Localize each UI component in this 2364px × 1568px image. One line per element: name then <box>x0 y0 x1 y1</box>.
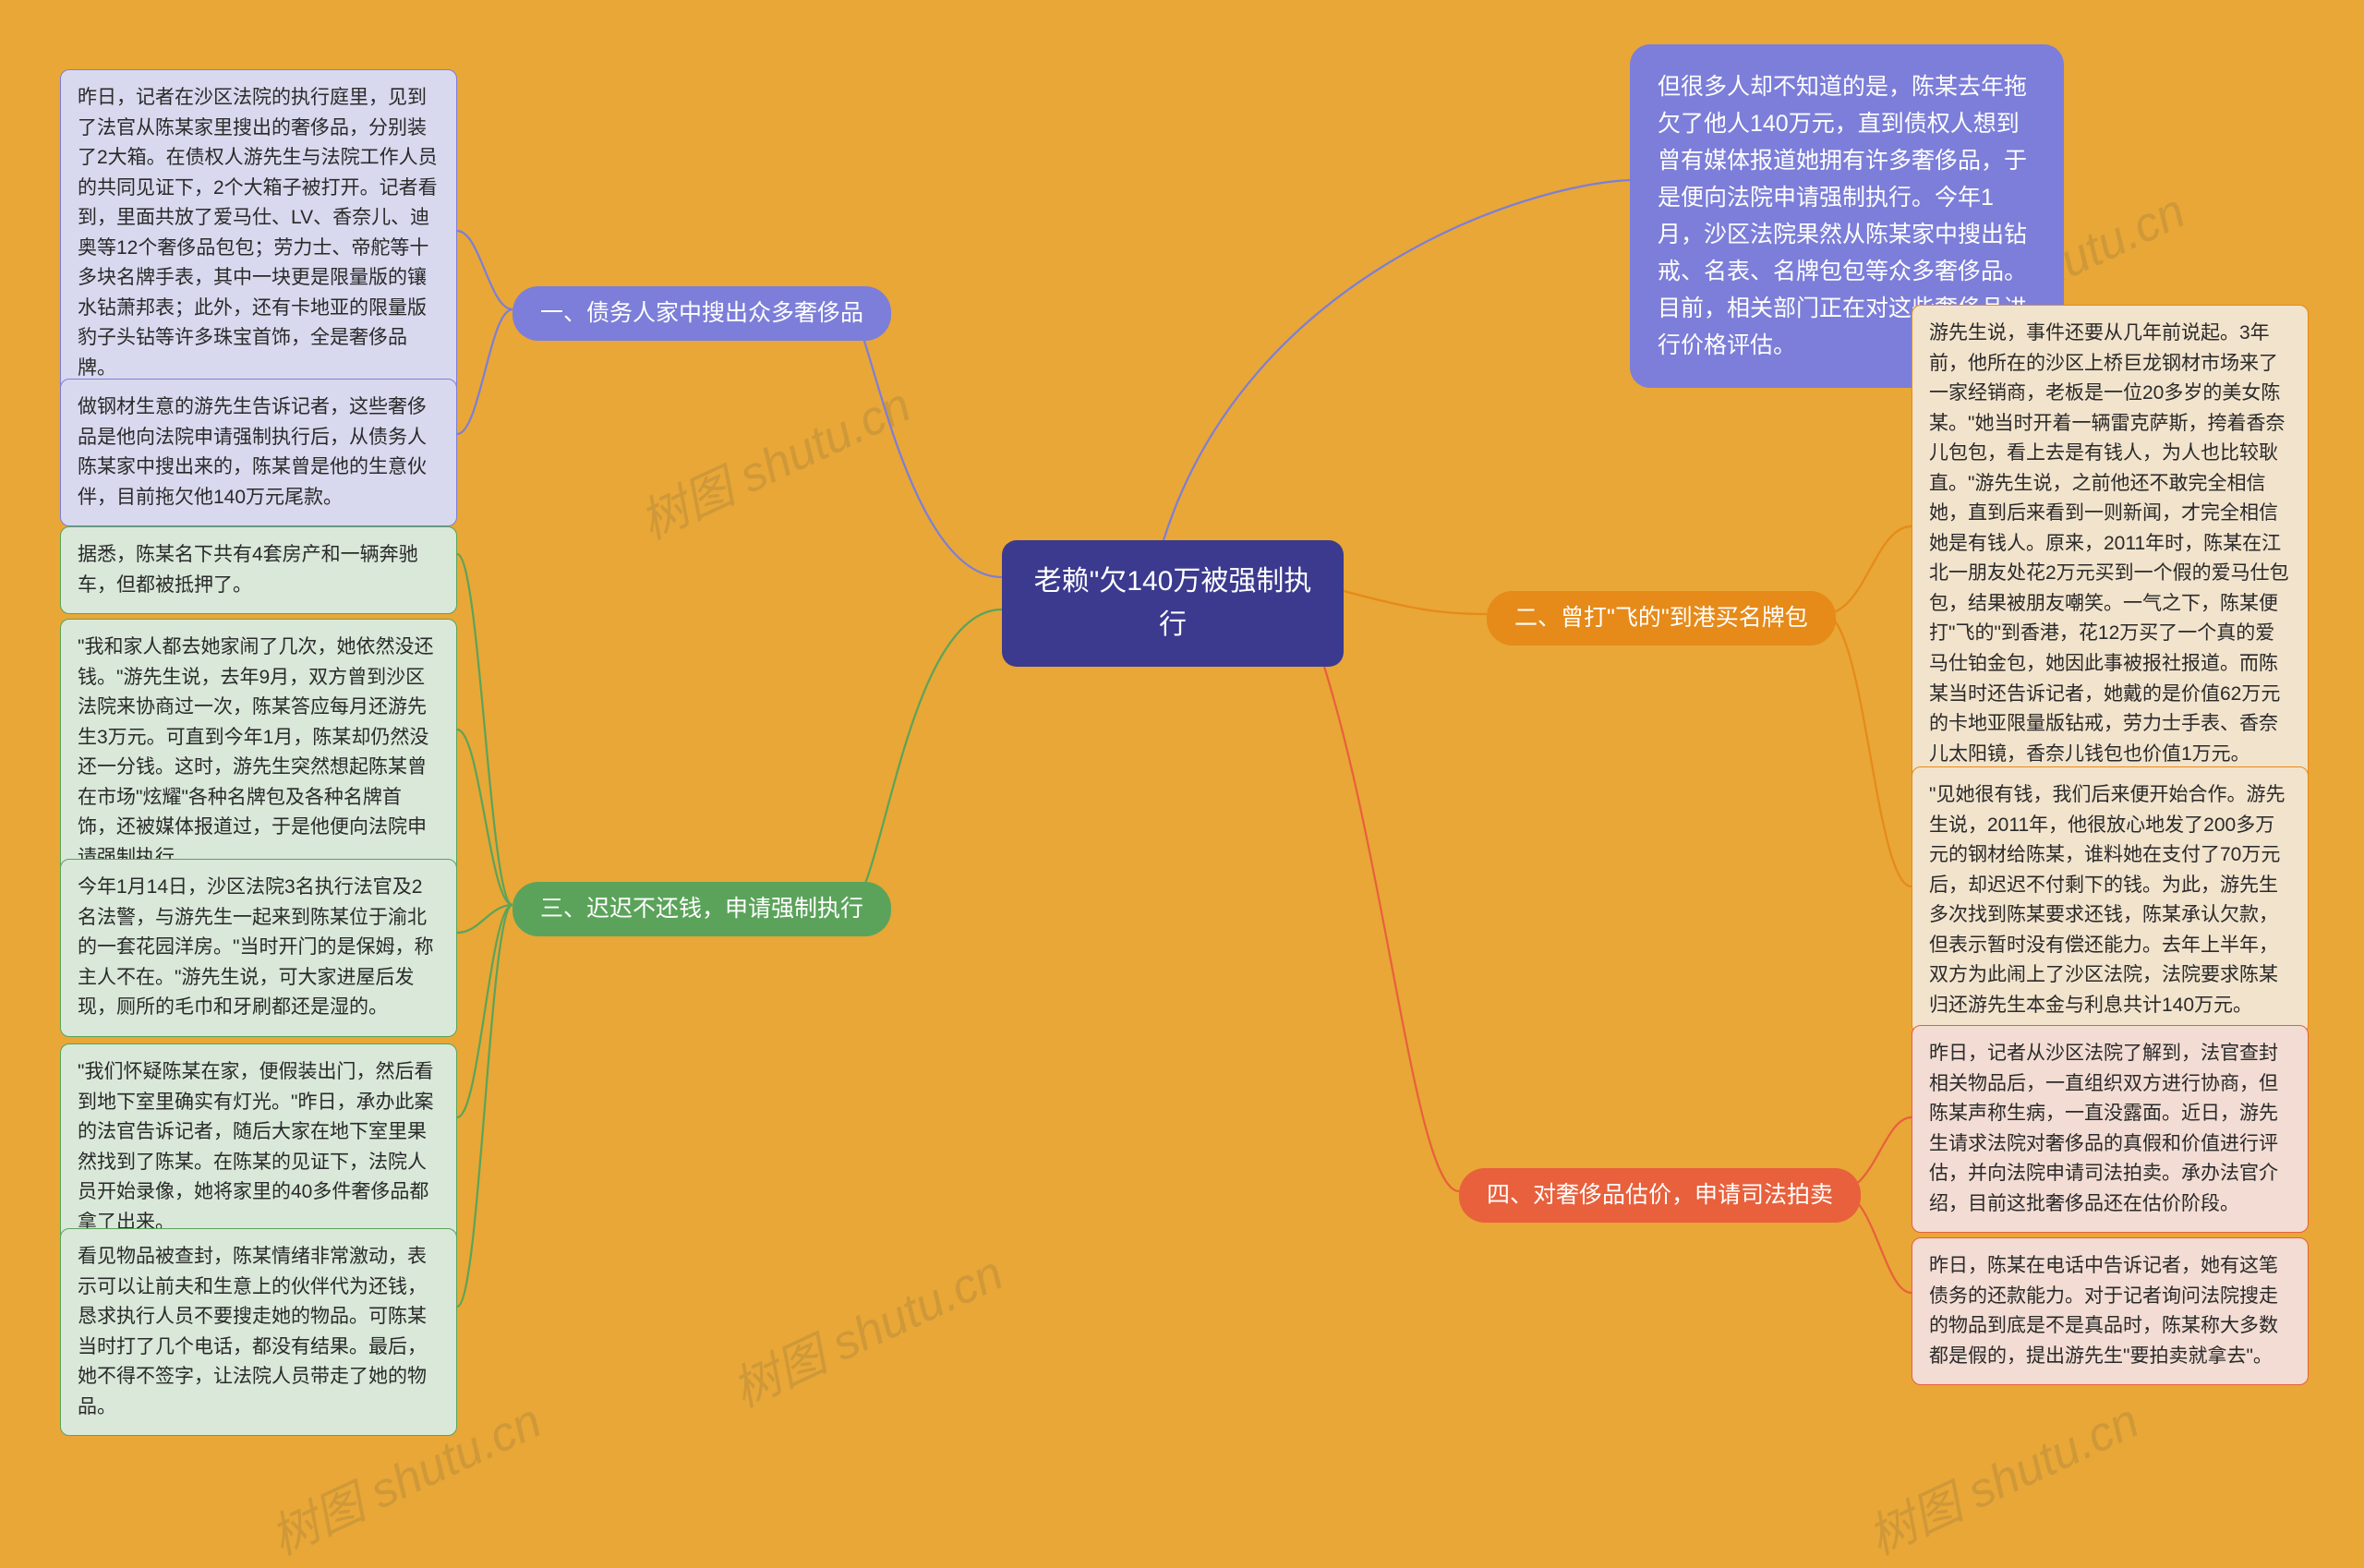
branch-1: 一、债务人家中搜出众多奢侈品 <box>513 286 891 341</box>
leaf-1-0: 昨日，记者在沙区法院的执行庭里，见到了法官从陈某家里搜出的奢侈品，分别装了2大箱… <box>60 69 457 397</box>
watermark: 树图 shutu.cn <box>1855 1382 2148 1568</box>
leaf-3-1: "我和家人都去她家闹了几次，她依然没还钱。"游先生说，去年9月，双方曾到沙区法院… <box>60 619 457 887</box>
leaf-1-1: 做钢材生意的游先生告诉记者，这些奢侈品是他向法院申请强制执行后，从债务人陈某家中… <box>60 379 457 526</box>
leaf-3-3: "我们怀疑陈某在家，便假装出门，然后看到地下室里确实有灯光。"昨日，承办此案的法… <box>60 1043 457 1251</box>
branch-3: 三、迟迟不还钱，申请强制执行 <box>513 882 891 936</box>
leaf-4-1: 昨日，陈某在电话中告诉记者，她有这笔债务的还款能力。对于记者询问法院搜走的物品到… <box>1912 1237 2309 1385</box>
watermark: 树图 shutu.cn <box>627 367 920 552</box>
leaf-2-1: "见她很有钱，我们后来便开始合作。游先生说，2011年，他很放心地发了200多万… <box>1912 766 2309 1034</box>
leaf-3-0: 据悉，陈某名下共有4套房产和一辆奔驰车，但都被抵押了。 <box>60 526 457 614</box>
central-node: 老赖"欠140万被强制执行 <box>1002 540 1344 667</box>
watermark: 树图 shutu.cn <box>719 1235 1012 1420</box>
leaf-3-4: 看见物品被查封，陈某情绪非常激动，表示可以让前夫和生意上的伙伴代为还钱，恳求执行… <box>60 1228 457 1436</box>
leaf-2-0: 游先生说，事件还要从几年前说起。3年前，他所在的沙区上桥巨龙钢材市场来了一家经销… <box>1912 305 2309 783</box>
leaf-3-2: 今年1月14日，沙区法院3名执行法官及2名法警，与游先生一起来到陈某位于渝北的一… <box>60 859 457 1037</box>
branch-4: 四、对奢侈品估价，申请司法拍卖 <box>1459 1168 1861 1223</box>
branch-2: 二、曾打"飞的"到港买名牌包 <box>1487 591 1836 645</box>
leaf-4-0: 昨日，记者从沙区法院了解到，法官查封相关物品后，一直组织双方进行协商，但陈某声称… <box>1912 1025 2309 1233</box>
